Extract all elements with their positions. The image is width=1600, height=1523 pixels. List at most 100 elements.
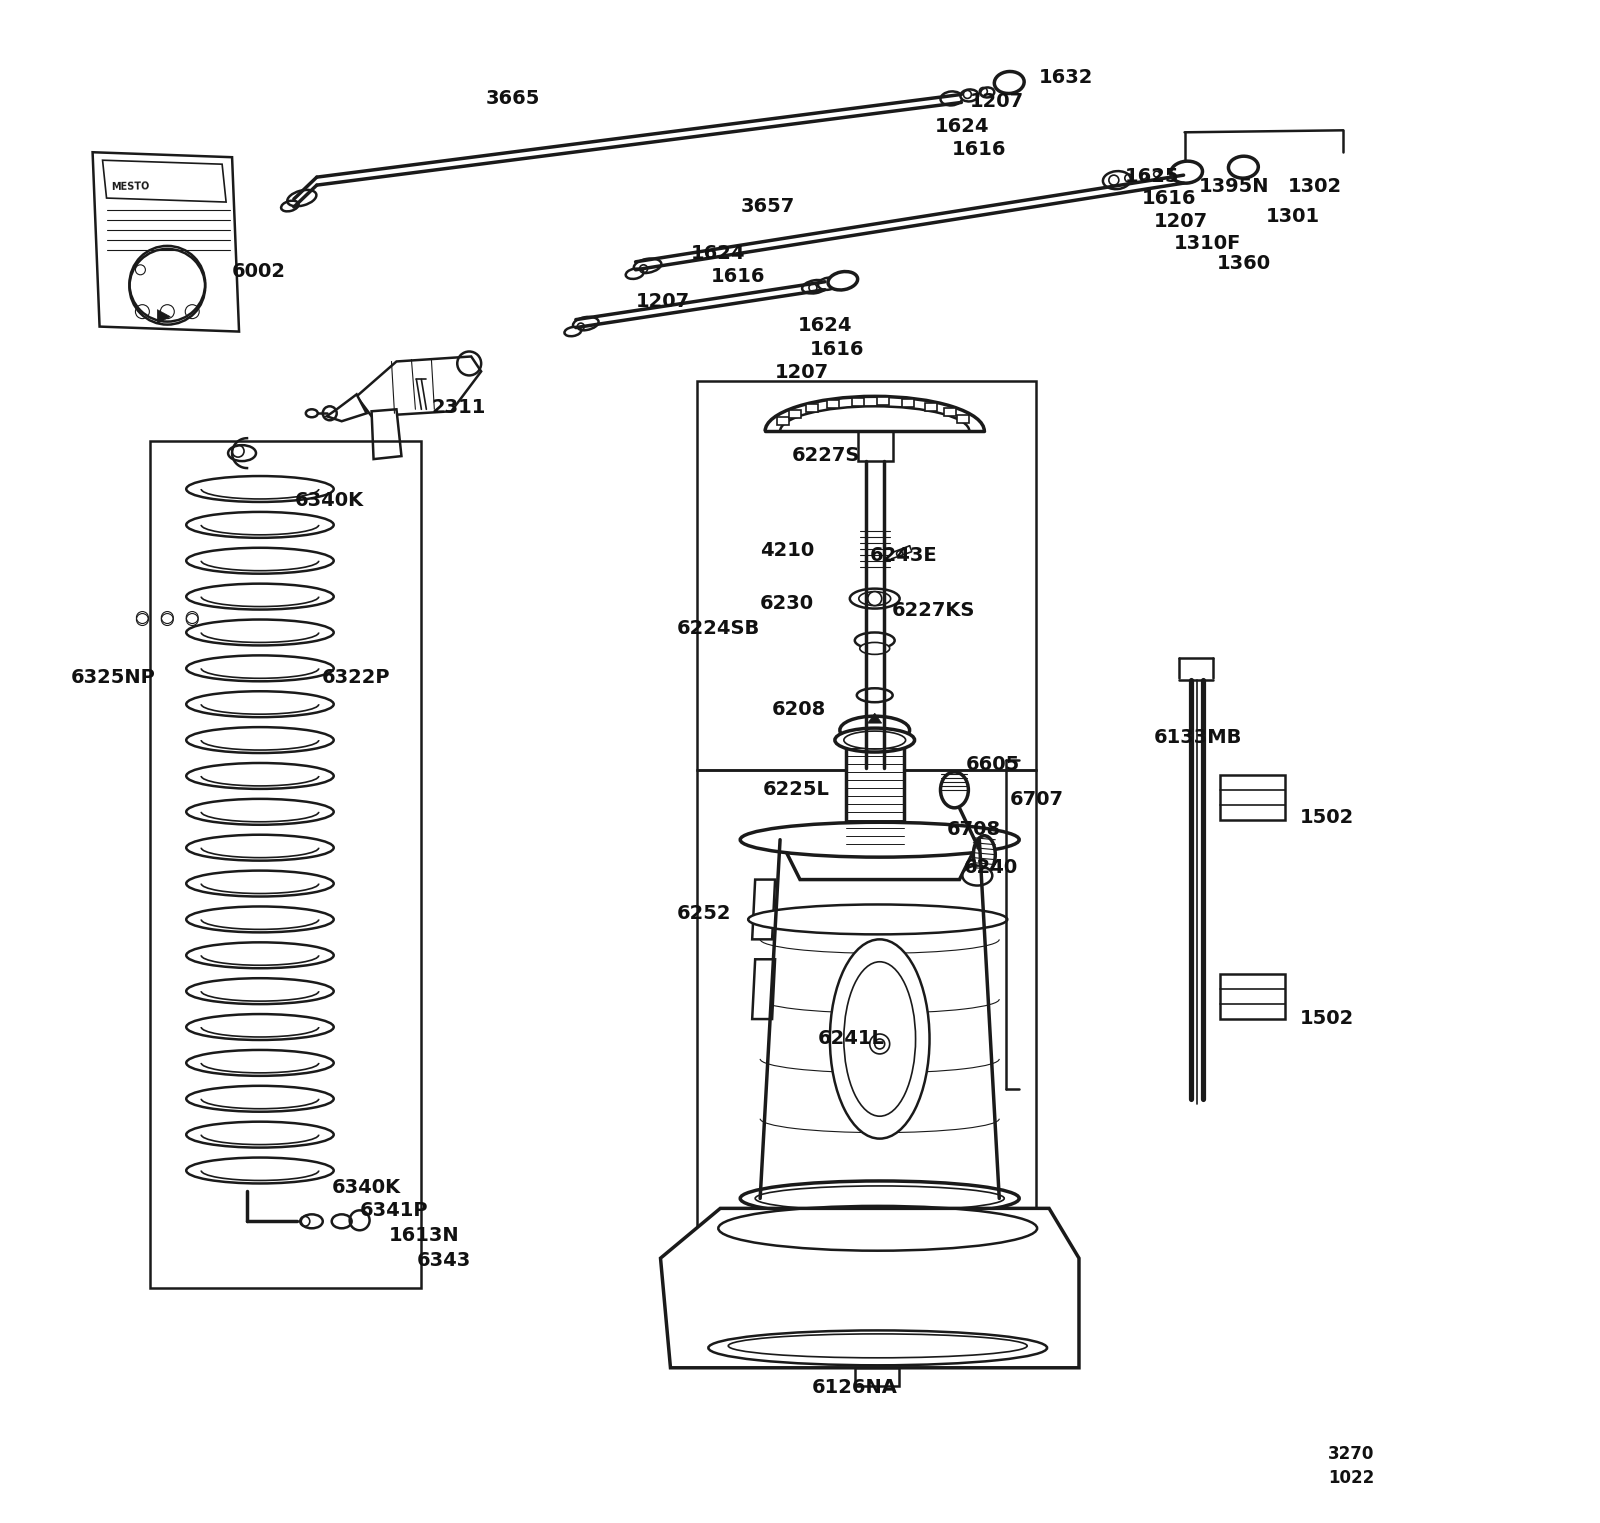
Text: 6240: 6240: [963, 857, 1018, 877]
Ellipse shape: [850, 588, 899, 609]
Text: 1502: 1502: [1301, 807, 1355, 827]
Text: 1613N: 1613N: [389, 1226, 459, 1246]
Bar: [851, 398, 864, 405]
Bar: [1221, 775, 1285, 819]
Ellipse shape: [941, 772, 968, 807]
Text: 6227S: 6227S: [792, 446, 861, 465]
Text: 1207: 1207: [635, 292, 690, 311]
Ellipse shape: [830, 940, 930, 1139]
Ellipse shape: [186, 1157, 334, 1183]
Ellipse shape: [1102, 171, 1131, 189]
Text: 1616: 1616: [1142, 189, 1197, 209]
Bar: [846, 740, 904, 850]
Text: 1616: 1616: [810, 340, 864, 358]
Bar: [858, 431, 893, 461]
Text: 1632: 1632: [1038, 67, 1093, 87]
Text: 6224SB: 6224SB: [677, 618, 760, 638]
Ellipse shape: [186, 512, 334, 538]
Text: 1207: 1207: [774, 364, 829, 382]
Text: 6133MB: 6133MB: [1154, 728, 1242, 748]
Text: 1302: 1302: [1288, 177, 1342, 196]
Bar: [925, 402, 936, 411]
Ellipse shape: [186, 1049, 334, 1075]
Text: 1022: 1022: [1328, 1470, 1374, 1488]
Ellipse shape: [573, 317, 598, 330]
Ellipse shape: [994, 72, 1024, 93]
Text: 6322P: 6322P: [322, 669, 390, 687]
Polygon shape: [326, 394, 366, 422]
Ellipse shape: [186, 943, 334, 969]
Text: 6325NP: 6325NP: [70, 669, 155, 687]
Polygon shape: [661, 1208, 1078, 1368]
Bar: [877, 398, 890, 405]
Ellipse shape: [186, 835, 334, 860]
Text: 3657: 3657: [741, 196, 795, 216]
Ellipse shape: [565, 327, 581, 337]
Ellipse shape: [186, 655, 334, 681]
Bar: [150, 442, 421, 1288]
Bar: [1221, 975, 1285, 1019]
Ellipse shape: [186, 477, 334, 503]
Bar: [827, 401, 840, 408]
Text: 6225L: 6225L: [763, 780, 830, 800]
Text: 3665: 3665: [486, 90, 541, 108]
Polygon shape: [781, 839, 979, 880]
Text: 6252: 6252: [677, 905, 731, 923]
Text: 1616: 1616: [710, 267, 765, 286]
Ellipse shape: [981, 87, 994, 97]
Ellipse shape: [186, 726, 334, 752]
Ellipse shape: [186, 871, 334, 897]
Ellipse shape: [802, 280, 827, 294]
Bar: [854, 1368, 899, 1386]
Ellipse shape: [186, 1121, 334, 1148]
Ellipse shape: [749, 905, 1008, 935]
Text: 1301: 1301: [1266, 207, 1320, 225]
Polygon shape: [93, 152, 238, 332]
Ellipse shape: [859, 591, 891, 606]
Text: 6241L: 6241L: [818, 1030, 885, 1048]
Text: 6002: 6002: [232, 262, 286, 280]
Text: MESTO: MESTO: [110, 181, 149, 192]
Polygon shape: [102, 160, 226, 203]
Ellipse shape: [186, 978, 334, 1004]
Bar: [902, 399, 914, 407]
Text: 6341P: 6341P: [360, 1202, 429, 1220]
Ellipse shape: [973, 836, 995, 874]
Text: 1310F: 1310F: [1174, 235, 1242, 253]
Bar: [944, 408, 955, 416]
Ellipse shape: [186, 1086, 334, 1112]
Bar: [778, 417, 789, 425]
Text: 6340K: 6340K: [331, 1179, 402, 1197]
Ellipse shape: [331, 1214, 352, 1228]
Text: 1616: 1616: [952, 140, 1006, 160]
Text: 6208: 6208: [773, 701, 826, 719]
Ellipse shape: [186, 1014, 334, 1040]
Text: 1624: 1624: [691, 244, 746, 263]
Circle shape: [870, 1034, 890, 1054]
Polygon shape: [371, 410, 402, 458]
Ellipse shape: [186, 906, 334, 932]
Polygon shape: [867, 713, 882, 723]
Ellipse shape: [854, 632, 894, 649]
Text: 6243E: 6243E: [870, 545, 938, 565]
Text: 4210: 4210: [760, 541, 814, 560]
Text: 1207: 1207: [970, 93, 1024, 111]
Text: 3270: 3270: [1328, 1445, 1374, 1464]
Ellipse shape: [941, 91, 962, 105]
Ellipse shape: [186, 691, 334, 717]
Ellipse shape: [186, 583, 334, 609]
Ellipse shape: [1229, 157, 1258, 178]
Text: 1624: 1624: [798, 315, 853, 335]
Ellipse shape: [818, 277, 838, 289]
Text: 1625: 1625: [1125, 168, 1179, 186]
Ellipse shape: [840, 716, 909, 745]
Ellipse shape: [186, 548, 334, 574]
Ellipse shape: [960, 90, 978, 102]
Ellipse shape: [829, 271, 858, 289]
Ellipse shape: [186, 800, 334, 825]
Ellipse shape: [186, 620, 334, 646]
Ellipse shape: [1171, 161, 1203, 183]
Text: 6343: 6343: [416, 1252, 470, 1270]
Text: 6230: 6230: [760, 594, 814, 612]
Ellipse shape: [859, 643, 890, 655]
